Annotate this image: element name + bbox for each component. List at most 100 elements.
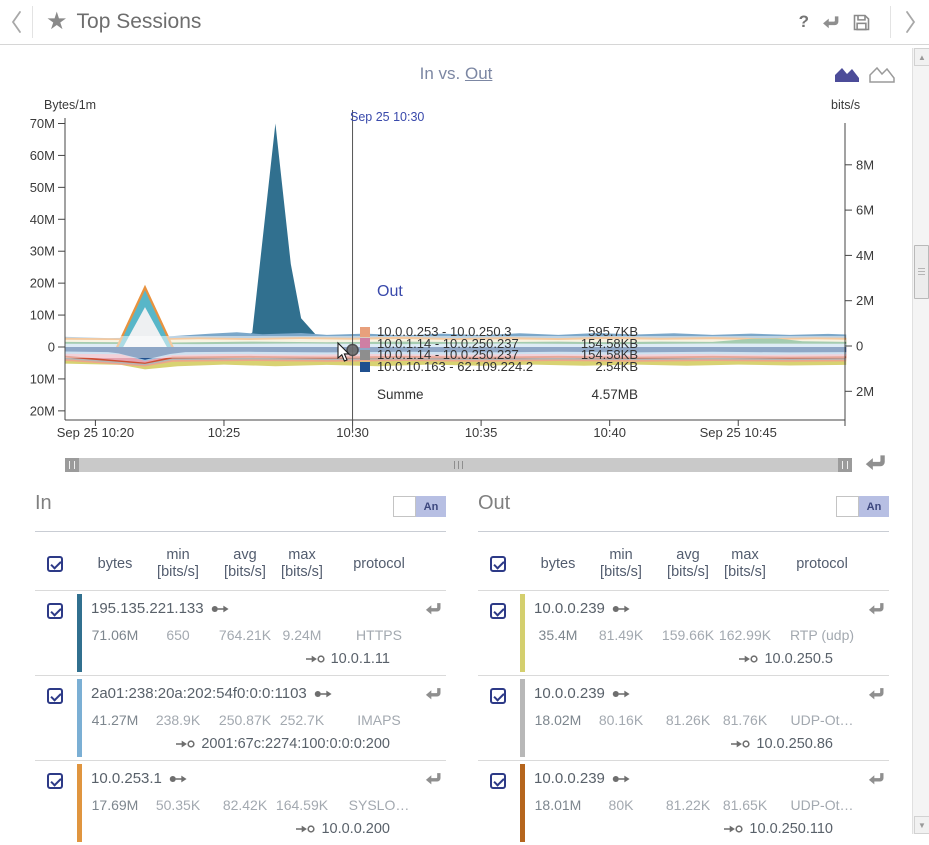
min-value: 50.35K [155, 797, 201, 813]
help-button[interactable]: ? [798, 12, 809, 31]
slider-right-handle[interactable] [838, 458, 852, 472]
toggle-on-label: An [859, 496, 889, 517]
column-header-avg[interactable]: avg [bits/s] [667, 547, 709, 580]
column-header-min[interactable]: min [bits/s] [600, 547, 642, 580]
next-page-button[interactable] [895, 0, 927, 44]
in-panel-title: In [35, 492, 52, 514]
favorite-star-icon[interactable]: ★ [46, 7, 68, 35]
row-return-arrow-icon[interactable] [866, 769, 886, 789]
source-direction-icon [314, 690, 332, 697]
chart-title-out-link[interactable]: Out [464, 64, 493, 83]
session-row: 2a01:238:20a:202:54f0:0:0:1103 41.27M 238.… [35, 675, 446, 760]
max-value: 9.24M [282, 627, 322, 643]
slider-return-arrow-icon[interactable] [862, 450, 888, 476]
scroll-down-button[interactable]: ▼ [914, 816, 929, 834]
session-row: 195.135.221.133 71.06M 650 764.21K 9.24M HTTP… [35, 590, 446, 675]
source-ip[interactable]: 2a01:238:20a:202:54f0:0:0:1103 [91, 685, 333, 702]
max-value: 162.99K [718, 627, 772, 643]
tooltip-row: 10.0.1.14 - 10.0.250.237 154.58KB [360, 336, 638, 351]
column-header-max[interactable]: max [bits/s] [724, 547, 766, 580]
select-all-checkbox[interactable] [490, 556, 506, 572]
return-arrow-icon[interactable] [820, 12, 841, 33]
source-ip[interactable]: 10.0.0.239 [534, 685, 631, 702]
tooltip-session-name: 10.0.10.163 - 62.109.224.2 [377, 359, 534, 375]
scrollbar-thumb[interactable] [914, 245, 929, 299]
line-chart-type-button[interactable] [869, 66, 895, 83]
tooltip-session-value: 154.58KB [580, 347, 638, 363]
destination-ip[interactable]: 10.0.250.5 [739, 651, 833, 667]
vertical-scrollbar[interactable]: ▲ ▼ [912, 48, 929, 834]
row-checkbox[interactable] [490, 603, 506, 619]
row-return-arrow-icon[interactable] [423, 769, 443, 789]
row-checkbox[interactable] [47, 603, 63, 619]
source-direction-icon [612, 775, 630, 782]
svg-text:2M: 2M [856, 293, 874, 308]
destination-ip[interactable]: 10.0.250.110 [724, 821, 833, 837]
source-direction-icon [169, 775, 187, 782]
destination-direction-icon [176, 740, 195, 748]
area-series-in-main-spike [64, 123, 847, 347]
svg-text:70M: 70M [30, 116, 55, 131]
series-color-bar [520, 764, 525, 842]
avg-value: 81.22K [665, 797, 711, 813]
source-ip[interactable]: 10.0.0.239 [534, 770, 631, 787]
destination-ip[interactable]: 10.0.1.11 [305, 651, 390, 667]
column-header-avg[interactable]: avg [bits/s] [224, 547, 266, 580]
time-range-slider[interactable] [65, 458, 852, 472]
tooltip-total-row: Summe 4.57MB [360, 387, 638, 402]
scroll-up-button[interactable]: ▲ [914, 48, 929, 66]
traffic-area-chart[interactable]: 70M 60M 50M 40M 30M 20M 10M 0 10M 20M 8M 6M 4M 2M 0 2M S… [0, 0, 929, 480]
save-icon[interactable] [851, 12, 872, 33]
row-checkbox[interactable] [47, 773, 63, 789]
column-header-protocol[interactable]: protocol [796, 555, 848, 572]
slider-left-handle[interactable] [65, 458, 79, 472]
svg-text:30M: 30M [30, 244, 55, 259]
column-header-bytes[interactable]: bytes [97, 555, 133, 572]
chevron-left-icon [11, 11, 21, 33]
row-checkbox[interactable] [47, 688, 63, 704]
column-header-protocol[interactable]: protocol [353, 555, 405, 572]
source-ip[interactable]: 10.0.0.239 [534, 600, 631, 617]
in-panel-toggle[interactable]: An [393, 496, 446, 517]
row-return-arrow-icon[interactable] [866, 684, 886, 704]
out-panel-toggle[interactable]: An [836, 496, 889, 517]
right-axis-unit: bits/s [831, 98, 861, 112]
max-value: 81.65K [722, 797, 768, 813]
svg-text:Sep 25 10:45: Sep 25 10:45 [700, 425, 777, 440]
svg-text:10M: 10M [30, 371, 55, 386]
row-return-arrow-icon[interactable] [423, 684, 443, 704]
tooltip-row: 10.0.10.163 - 62.109.224.2 2.54KB [360, 359, 638, 375]
source-ip[interactable]: 195.135.221.133 [91, 600, 230, 617]
chart-title: In vs. Out [0, 64, 912, 84]
slider-center-grip[interactable] [454, 461, 464, 469]
row-checkbox[interactable] [490, 688, 506, 704]
toggle-knob [393, 496, 416, 517]
chart-title-prefix: In vs. [419, 64, 465, 83]
destination-ip[interactable]: 2001:67c:2274:100:0:0:0:200 [176, 736, 390, 752]
row-return-arrow-icon[interactable] [866, 599, 886, 619]
chevron-right-icon [906, 11, 916, 33]
row-return-arrow-icon[interactable] [423, 599, 443, 619]
svg-text:6M: 6M [856, 203, 874, 218]
prev-page-button[interactable] [0, 0, 32, 44]
crosshair-marker-dot [346, 343, 359, 357]
series-color-bar [520, 679, 525, 757]
source-ip[interactable]: 10.0.253.1 [91, 770, 188, 787]
column-header-max[interactable]: max [bits/s] [281, 547, 323, 580]
source-direction-icon [211, 605, 229, 612]
destination-ip[interactable]: 10.0.0.200 [296, 821, 390, 837]
area-chart-type-button[interactable] [834, 66, 860, 83]
column-header-min[interactable]: min [bits/s] [157, 547, 199, 580]
svg-text:8M: 8M [856, 157, 874, 172]
row-checkbox[interactable] [490, 773, 506, 789]
in-table-body: 195.135.221.133 71.06M 650 764.21K 9.24M HTTP… [35, 590, 446, 845]
series-color-swatch [360, 326, 370, 337]
select-all-checkbox[interactable] [47, 556, 63, 572]
column-header-bytes[interactable]: bytes [540, 555, 576, 572]
source-direction-icon [612, 605, 630, 612]
destination-ip[interactable]: 10.0.250.86 [731, 736, 833, 752]
in-table-header: bytes min [bits/s] avg [bits/s] max [bits/s] pr… [35, 538, 446, 590]
bytes-value: 18.02M [534, 712, 582, 728]
protocol-value: RTP (udp) [789, 627, 855, 643]
series-color-swatch [360, 349, 370, 360]
